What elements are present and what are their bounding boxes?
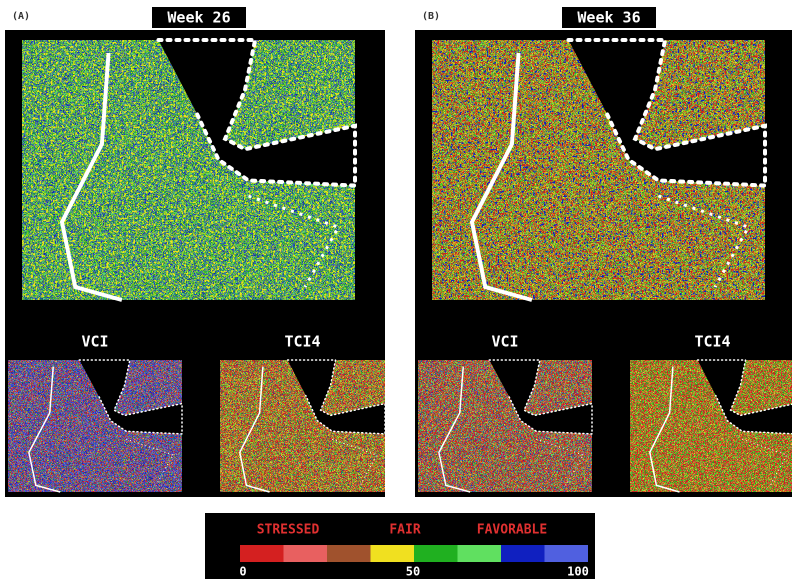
legend-swatch (501, 545, 545, 562)
legend-swatch (414, 545, 458, 562)
inset-label: TCI4 (284, 333, 320, 351)
legend-tick: 0 (239, 565, 246, 579)
week-label: Week 26 (167, 9, 230, 27)
map (432, 40, 765, 300)
map (220, 360, 385, 492)
map (418, 360, 592, 492)
legend-swatch (240, 545, 284, 562)
panel-label: (A) (12, 11, 30, 22)
week-label: Week 36 (577, 9, 640, 27)
legend-tick: 50 (406, 565, 420, 579)
map (8, 360, 182, 492)
legend-tick: 100 (567, 565, 589, 579)
legend-swatch (284, 545, 328, 562)
inset-label: VCI (491, 333, 518, 351)
legend-category: STRESSED (257, 523, 320, 538)
page: (A) Week 26 VCI TCI4 (B) Week 36 VCI TCI4 STRESS… (0, 0, 792, 581)
figure: (A) Week 26 VCI TCI4 (B) Week 36 VCI TCI4 STRESS… (0, 0, 792, 581)
panel-label: (B) (422, 11, 440, 22)
legend-swatch (545, 545, 589, 562)
legend-category: FAVORABLE (477, 523, 547, 538)
inset-label: TCI4 (694, 333, 730, 351)
legend-category: FAIR (389, 523, 420, 538)
inset-label: VCI (81, 333, 108, 351)
map (630, 360, 792, 492)
legend-swatch (458, 545, 502, 562)
map (22, 40, 355, 300)
legend-swatch (327, 545, 371, 562)
legend-swatch (371, 545, 415, 562)
